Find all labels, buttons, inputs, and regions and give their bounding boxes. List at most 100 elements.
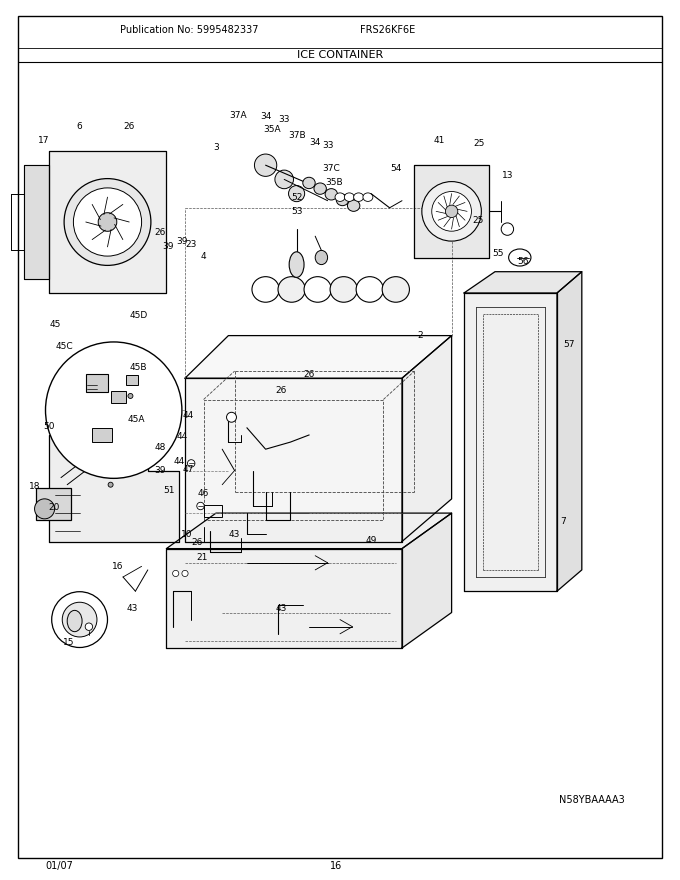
Text: 37B: 37B: [288, 131, 305, 140]
Text: 44: 44: [173, 458, 184, 466]
Text: 45D: 45D: [129, 312, 148, 320]
Circle shape: [226, 413, 237, 422]
Polygon shape: [185, 378, 402, 541]
Text: 26: 26: [303, 370, 315, 379]
Text: 33: 33: [322, 141, 333, 150]
Text: 18: 18: [29, 481, 41, 491]
Polygon shape: [414, 165, 489, 258]
Polygon shape: [24, 165, 48, 279]
Polygon shape: [48, 151, 167, 293]
Bar: [126, 375, 138, 385]
Text: 39: 39: [154, 466, 166, 475]
Circle shape: [445, 205, 458, 217]
Polygon shape: [464, 272, 582, 293]
Bar: [203, 504, 222, 517]
Polygon shape: [402, 335, 452, 541]
Circle shape: [197, 502, 204, 510]
Text: 4: 4: [201, 252, 207, 260]
Text: 45C: 45C: [55, 341, 73, 351]
Text: 57: 57: [564, 340, 575, 348]
Ellipse shape: [316, 251, 328, 265]
Text: 25: 25: [472, 216, 483, 225]
Polygon shape: [557, 272, 582, 591]
Text: 16: 16: [112, 561, 124, 571]
Circle shape: [35, 499, 54, 519]
Polygon shape: [185, 335, 452, 378]
Text: 37C: 37C: [322, 165, 339, 173]
Ellipse shape: [325, 188, 337, 200]
Text: 20: 20: [48, 503, 59, 512]
Bar: [92, 428, 112, 442]
Ellipse shape: [330, 276, 358, 302]
Ellipse shape: [314, 183, 326, 194]
Circle shape: [46, 342, 182, 479]
Text: 52: 52: [291, 193, 303, 202]
Ellipse shape: [252, 276, 279, 302]
Circle shape: [173, 570, 179, 576]
Polygon shape: [402, 513, 452, 648]
Text: 48: 48: [154, 444, 166, 452]
Ellipse shape: [347, 200, 360, 211]
Text: 33: 33: [278, 114, 290, 123]
Ellipse shape: [354, 193, 364, 202]
Text: 44: 44: [176, 432, 188, 441]
Bar: [36, 488, 71, 520]
Text: 21: 21: [197, 553, 208, 561]
Ellipse shape: [509, 249, 531, 266]
Ellipse shape: [289, 252, 304, 277]
Text: 34: 34: [309, 138, 321, 147]
Text: 10: 10: [180, 530, 192, 539]
Ellipse shape: [356, 276, 384, 302]
Text: 41: 41: [434, 136, 445, 145]
Circle shape: [73, 188, 141, 256]
Circle shape: [64, 179, 151, 266]
Circle shape: [182, 570, 188, 576]
Text: 23: 23: [186, 240, 197, 249]
Text: 2: 2: [418, 331, 424, 340]
Text: 45: 45: [49, 320, 61, 329]
Text: 26: 26: [124, 121, 135, 130]
Text: 47: 47: [182, 465, 194, 473]
Circle shape: [85, 623, 92, 630]
Polygon shape: [48, 435, 179, 541]
Text: 35A: 35A: [263, 125, 281, 135]
Text: 35B: 35B: [325, 179, 343, 187]
Bar: [111, 391, 126, 403]
Text: 26: 26: [154, 228, 166, 237]
Polygon shape: [464, 293, 557, 591]
Text: 39: 39: [176, 238, 188, 246]
Text: 53: 53: [291, 207, 303, 216]
Text: 43: 43: [126, 605, 138, 613]
Circle shape: [63, 602, 97, 637]
Text: 39: 39: [162, 242, 173, 252]
Text: ICE CONTAINER: ICE CONTAINER: [297, 50, 383, 60]
Text: 44: 44: [182, 411, 194, 420]
Text: 7: 7: [560, 517, 566, 526]
Text: 37A: 37A: [229, 111, 247, 120]
Text: 26: 26: [275, 386, 287, 395]
Polygon shape: [167, 548, 402, 648]
Circle shape: [275, 170, 294, 188]
Bar: [86, 374, 108, 392]
Text: 01/07: 01/07: [45, 861, 73, 871]
Text: 3: 3: [213, 143, 219, 152]
Circle shape: [133, 454, 138, 458]
Circle shape: [188, 459, 195, 467]
Ellipse shape: [344, 193, 354, 202]
Text: 25: 25: [474, 139, 486, 149]
Ellipse shape: [304, 276, 331, 302]
Ellipse shape: [335, 193, 345, 202]
Text: 55: 55: [492, 249, 504, 259]
Text: 13: 13: [502, 172, 513, 180]
Text: 45B: 45B: [130, 363, 148, 372]
Circle shape: [98, 213, 117, 231]
Text: 16: 16: [330, 861, 342, 871]
Ellipse shape: [278, 276, 305, 302]
Ellipse shape: [363, 193, 373, 202]
Text: 15: 15: [63, 638, 74, 647]
Circle shape: [501, 223, 513, 235]
Text: 34: 34: [260, 113, 271, 121]
Circle shape: [254, 154, 277, 176]
Circle shape: [128, 393, 133, 399]
Polygon shape: [167, 513, 452, 548]
